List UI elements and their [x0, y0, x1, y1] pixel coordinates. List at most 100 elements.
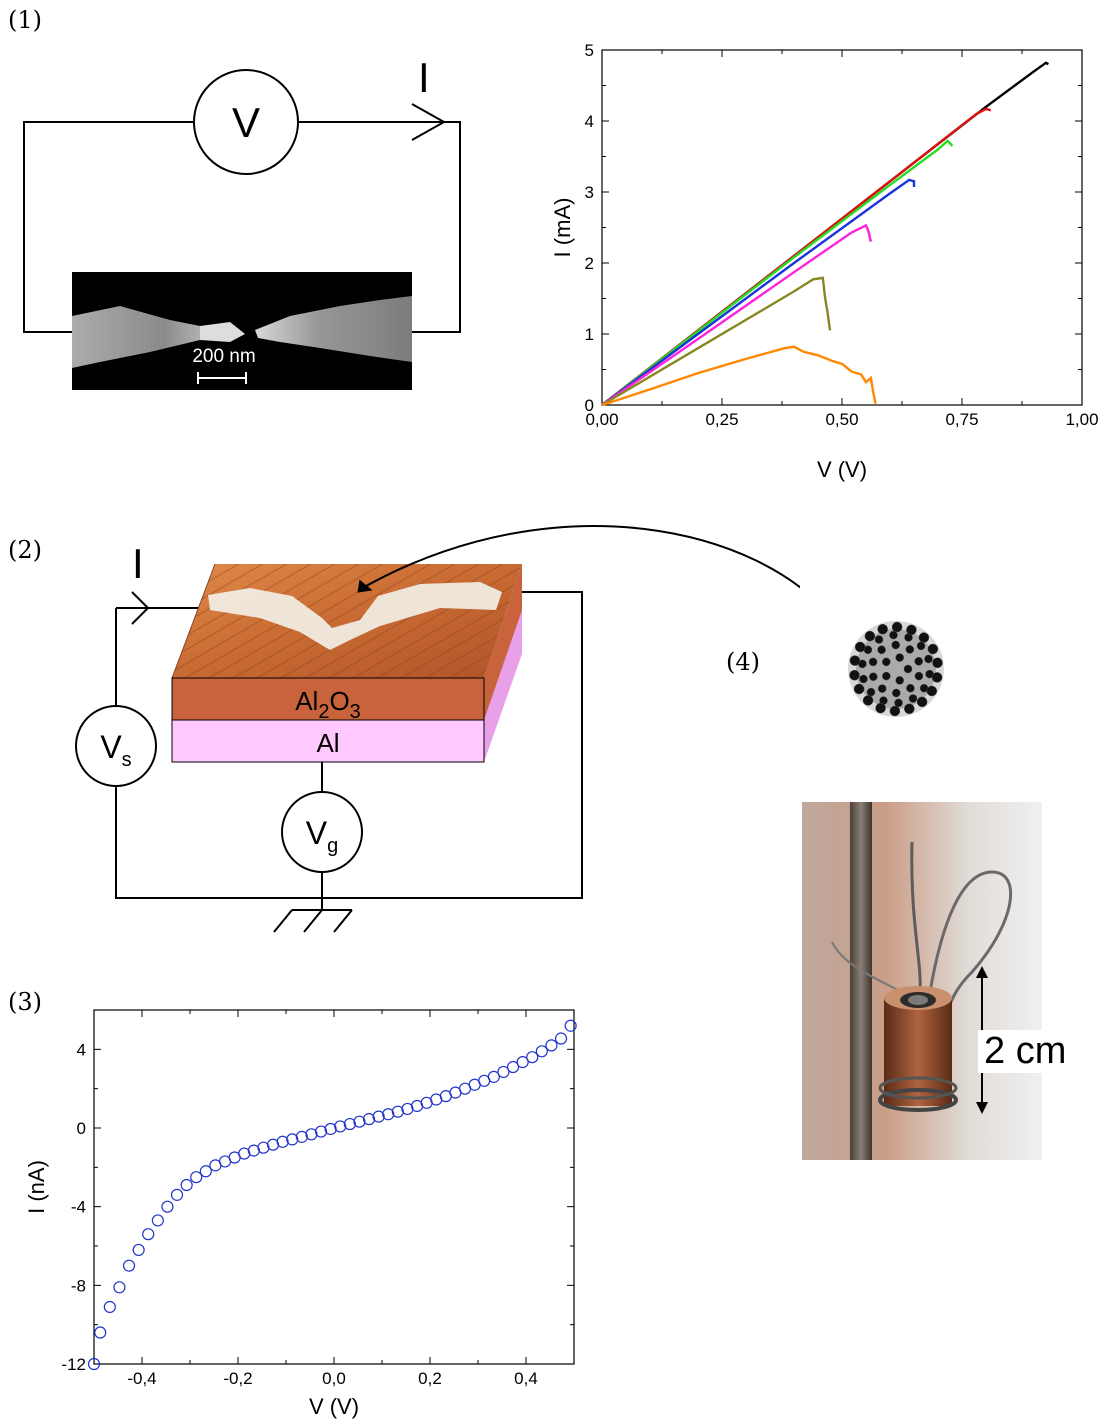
data-point	[142, 1228, 155, 1241]
ground-icon	[273, 909, 353, 933]
x-tick-label: 0,75	[945, 410, 978, 429]
fullerene-atom	[875, 702, 886, 714]
data-point	[295, 1130, 308, 1143]
data-point	[94, 1326, 107, 1339]
data-point	[487, 1070, 500, 1083]
fullerene-atom	[853, 683, 865, 695]
fullerene-atom	[864, 630, 876, 642]
fullerene-atom	[891, 621, 903, 633]
data-point	[190, 1171, 203, 1184]
fullerene-atom	[877, 645, 886, 655]
data-point	[535, 1045, 548, 1058]
fullerene-atom	[866, 687, 876, 697]
series-line-4	[601, 223, 872, 406]
fullerene-atom	[918, 632, 930, 643]
data-point	[324, 1122, 337, 1136]
data-point	[372, 1110, 385, 1123]
fullerene-atom	[926, 685, 938, 697]
fullerene-atom	[924, 654, 933, 664]
fullerene-atom	[892, 688, 901, 698]
y-tick-label: 2	[585, 254, 594, 273]
fullerene-icon	[848, 621, 944, 717]
y-tick-label: -4	[71, 1198, 86, 1217]
fullerene-atom	[859, 674, 868, 684]
source-label: Vs	[100, 729, 131, 771]
y-tick-label: 4	[585, 112, 594, 131]
data-point	[382, 1108, 395, 1121]
fullerene-atom	[849, 669, 860, 681]
series-line-3	[601, 178, 916, 406]
scale-label-2cm: 2 cm	[978, 1030, 1073, 1073]
sample-holder-photo	[802, 802, 1042, 1160]
y-tick-label: 0	[585, 396, 594, 415]
data-point	[506, 1060, 520, 1074]
data-point	[151, 1214, 164, 1227]
y-tick-label: 1	[585, 325, 594, 344]
data-point	[199, 1165, 212, 1178]
fullerene-atom	[874, 635, 884, 644]
y-tick-label: -12	[61, 1355, 86, 1374]
data-point	[516, 1056, 529, 1069]
fullerene-atom	[904, 703, 915, 715]
data-point	[564, 1019, 577, 1032]
data-point	[180, 1178, 193, 1192]
x-tick-label: 0,00	[585, 410, 618, 429]
data-point	[122, 1259, 136, 1272]
fullerene-atom	[894, 698, 903, 708]
metal-label: Al	[316, 728, 339, 758]
y-tick-label: 5	[585, 41, 594, 60]
data-point	[353, 1115, 366, 1128]
panel-label-1: (1)	[8, 6, 42, 34]
fullerene-atom	[905, 645, 915, 654]
panel1-circuit: V I 200 nm	[23, 54, 461, 390]
fullerene-atom	[927, 643, 939, 655]
current-arrow-icon	[411, 103, 447, 141]
x-tick-label: 0,0	[322, 1369, 346, 1388]
voltmeter-circle	[193, 69, 299, 175]
data-point	[161, 1200, 174, 1213]
x-tick-label: 0,25	[705, 410, 738, 429]
panel-label-4: (4)	[726, 648, 760, 676]
data-point	[87, 1357, 101, 1371]
y-axis-label: I (mA)	[550, 198, 575, 258]
fullerene-atom	[854, 641, 866, 653]
fullerene-atom	[906, 683, 915, 693]
fullerene-atom	[849, 655, 861, 666]
x-tick-label: -0,4	[127, 1369, 156, 1388]
data-point	[334, 1120, 347, 1133]
x-tick-label: 1,00	[1065, 410, 1098, 429]
gate-circle	[281, 791, 363, 873]
data-point	[497, 1065, 510, 1079]
fullerene-atom	[932, 657, 943, 669]
y-tick-label: 0	[77, 1119, 86, 1138]
panel-label-2: (2)	[8, 536, 42, 564]
current-label-1: I	[418, 54, 430, 101]
data-point	[170, 1188, 184, 1201]
fullerene-atom	[906, 624, 917, 636]
fullerene-atom	[895, 676, 904, 685]
panel-label-3: (3)	[8, 988, 42, 1016]
data-point	[276, 1135, 289, 1148]
y-tick-label: 4	[77, 1040, 86, 1059]
x-axis-label: V (V)	[817, 457, 867, 482]
fullerene-atom	[895, 653, 904, 662]
x-tick-label: 0,50	[825, 410, 858, 429]
y-tick-label: 3	[585, 183, 594, 202]
panel2-device: I Al2O3 Al Vs Vg	[75, 525, 800, 933]
x-axis-label: V (V)	[309, 1394, 359, 1419]
data-point	[103, 1300, 116, 1314]
fullerene-atom	[916, 641, 926, 651]
data-point	[545, 1039, 558, 1052]
fullerene-atom	[891, 640, 900, 650]
oxide-label: Al2O3	[295, 686, 361, 723]
data-point	[554, 1032, 568, 1045]
data-point	[286, 1133, 299, 1146]
arrow-head-icon	[357, 579, 373, 593]
scale-bar-label: 200 nm	[192, 346, 255, 367]
voltmeter-label: V	[232, 99, 260, 146]
data-point	[132, 1243, 145, 1257]
fullerene-atom	[916, 696, 928, 708]
data-point	[362, 1113, 376, 1126]
series-line-6	[601, 345, 877, 407]
fullerene-atom	[877, 684, 887, 693]
